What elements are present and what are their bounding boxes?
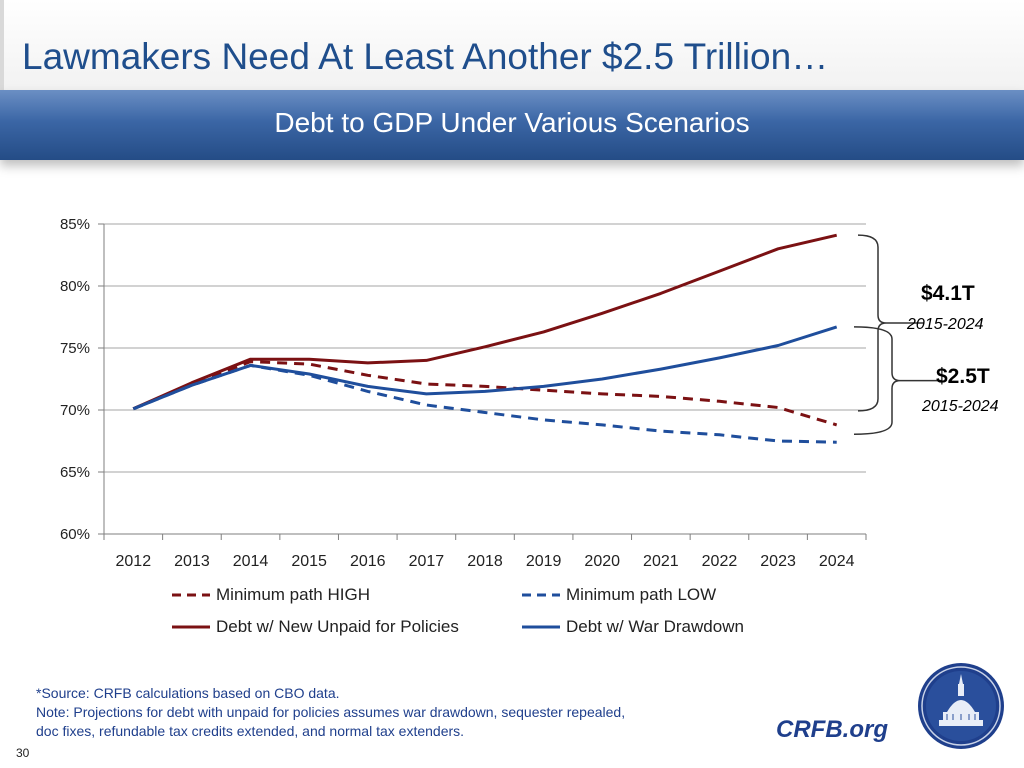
x-tick-label: 2015: [291, 553, 327, 570]
series-line-3: [132, 325, 838, 411]
y-tick-label: 65%: [60, 464, 90, 481]
brace-2-5t: [853, 326, 901, 435]
chart-banner: Debt to GDP Under Various Scenarios: [0, 90, 1024, 160]
x-tick-label: 2014: [233, 553, 269, 570]
slide-title: Lawmakers Need At Least Another $2.5 Tri…: [22, 36, 829, 77]
footnote-note-line-2: doc fixes, refundable tax credits extend…: [36, 723, 465, 739]
brace-4-1t: [857, 234, 887, 412]
footnote-note-line-1: Note: Projections for debt with unpaid f…: [36, 704, 626, 720]
legend-swatch-war-drawdown: [522, 625, 560, 629]
series-line-0: [132, 360, 838, 427]
annotation-range-4-1t: 2015-2024: [907, 316, 984, 333]
x-tick-label: 2020: [584, 553, 620, 570]
legend-item-min-low: Minimum path LOW: [520, 585, 716, 605]
x-tick-label: 2023: [760, 553, 796, 570]
x-tick-label: 2019: [526, 553, 562, 570]
y-tick-label: 70%: [60, 402, 90, 419]
y-tick-label: 60%: [60, 526, 90, 543]
legend-item-min-high: Minimum path HIGH: [170, 585, 370, 605]
y-tick-label: 85%: [60, 216, 90, 233]
chart-title: Debt to GDP Under Various Scenarios: [274, 107, 750, 138]
annotation-amount-2-5t: $2.5T: [936, 365, 990, 388]
legend-label-min-low: Minimum path LOW: [566, 585, 717, 604]
y-tick-label: 80%: [60, 278, 90, 295]
x-tick-label: 2013: [174, 553, 210, 570]
chart-legend: Minimum path HIGH Minimum path LOW Debt …: [170, 585, 810, 645]
site-link[interactable]: CRFB.org: [776, 716, 888, 743]
x-tick-label: 2024: [819, 553, 855, 570]
legend-swatch-min-high: [172, 593, 210, 597]
x-tick-label: 2016: [350, 553, 386, 570]
series-line-1: [132, 363, 837, 444]
legend-label-war-drawdown: Debt w/ War Drawdown: [566, 617, 744, 636]
page-number: 30: [16, 746, 30, 760]
footnote: *Source: CRFB calculations based on CBO …: [36, 684, 736, 741]
annotation-amount-4-1t: $4.1T: [921, 282, 975, 305]
series-line-2: [132, 233, 838, 411]
annotation-range-2-5t: 2015-2024: [922, 398, 999, 415]
y-tick-label: 75%: [60, 340, 90, 357]
x-tick-label: 2022: [702, 553, 738, 570]
x-tick-label: 2021: [643, 553, 679, 570]
title-edge: [0, 0, 4, 90]
legend-swatch-unpaid: [172, 625, 210, 629]
footnote-source: *Source: CRFB calculations based on CBO …: [36, 685, 340, 701]
x-tick-label: 2017: [409, 553, 445, 570]
capitol-dome-seal-icon: [918, 663, 1004, 749]
legend-item-war-drawdown: Debt w/ War Drawdown: [520, 617, 744, 637]
x-tick-label: 2018: [467, 553, 503, 570]
legend-item-unpaid: Debt w/ New Unpaid for Policies: [170, 617, 459, 637]
x-tick-label: 2012: [116, 553, 152, 570]
legend-label-unpaid: Debt w/ New Unpaid for Policies: [216, 617, 459, 636]
title-area: Lawmakers Need At Least Another $2.5 Tri…: [0, 0, 1024, 90]
legend-swatch-min-low: [522, 593, 560, 597]
legend-label-min-high: Minimum path HIGH: [216, 585, 370, 604]
